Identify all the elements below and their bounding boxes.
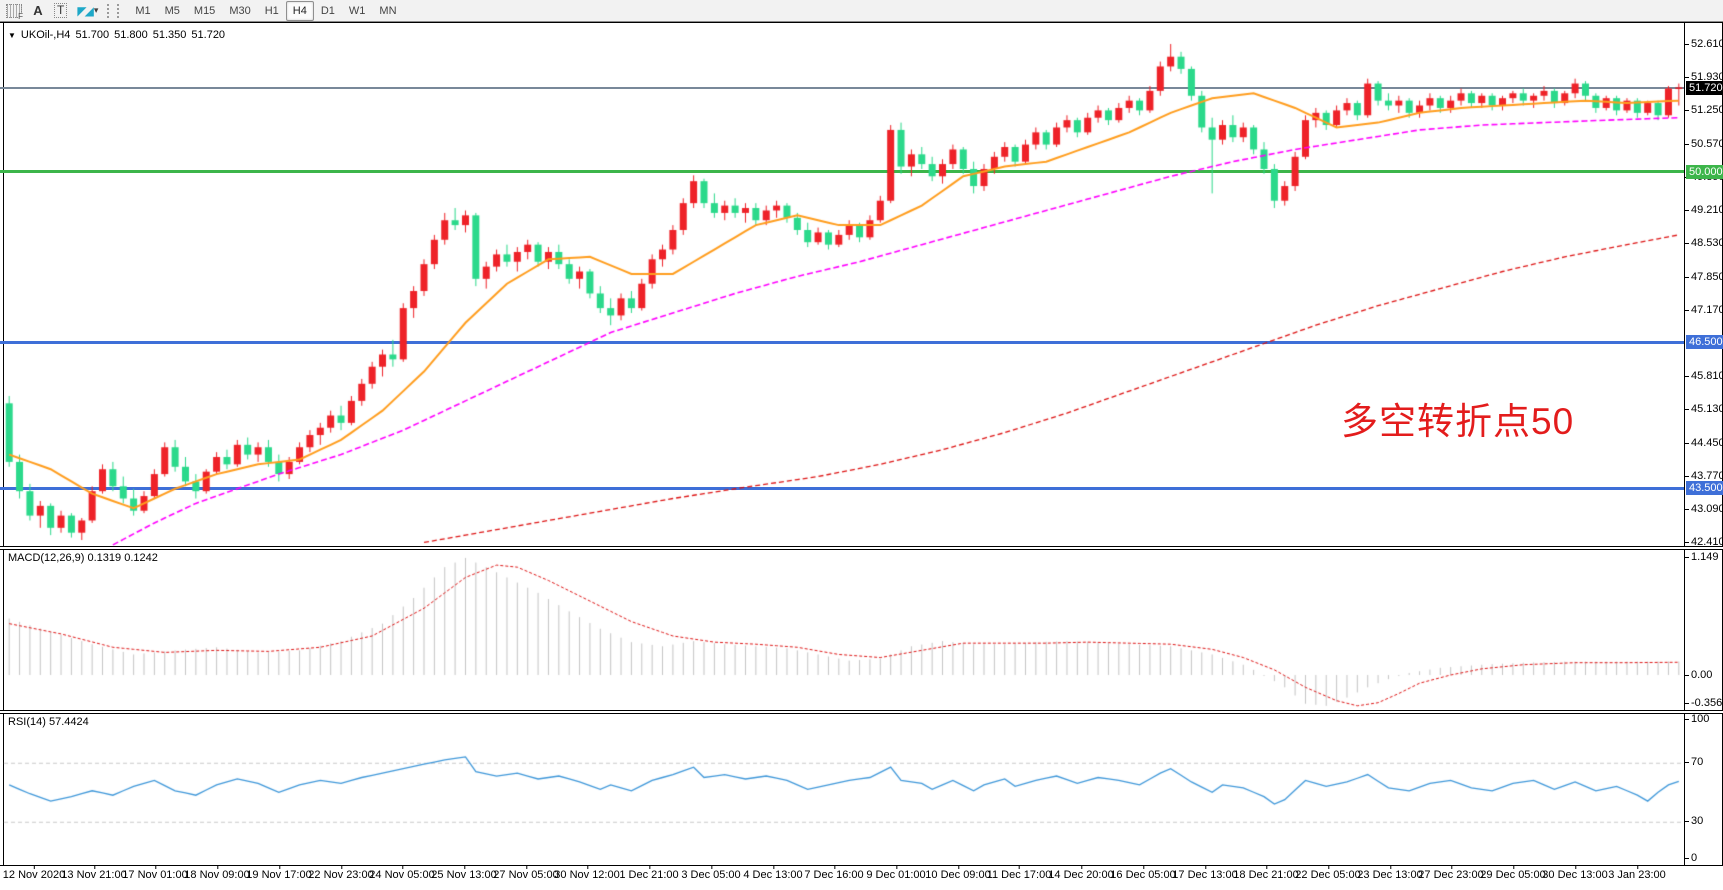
time-tick: 23 Dec 13:00 <box>1357 865 1423 881</box>
time-tick: 7 Dec 16:00 <box>804 865 864 881</box>
time-tick: 16 Dec 05:00 <box>1110 865 1176 881</box>
level-badge-50: 50.000 <box>1686 165 1723 179</box>
symbol-period-label: UKOil-,H4 <box>20 29 71 41</box>
price-tick: 47.170 <box>1685 304 1723 316</box>
time-tick: 12 Nov 2020 <box>2 865 66 881</box>
time-tick: 1 Dec 21:00 <box>619 865 679 881</box>
time-tick: 3 Jan 23:00 <box>1608 865 1666 881</box>
price-tick: 49.210 <box>1685 204 1723 216</box>
time-tick: 11 Dec 17:00 <box>986 865 1052 881</box>
time-tick: 22 Nov 23:00 <box>308 865 374 881</box>
open-value: 51.700 <box>75 29 110 41</box>
time-tick: 17 Nov 01:00 <box>122 865 188 881</box>
time-tick: 19 Nov 17:00 <box>246 865 312 881</box>
low-value: 51.350 <box>152 29 187 41</box>
price-tick: 44.450 <box>1685 437 1723 449</box>
price-tick: 43.090 <box>1685 503 1723 515</box>
current-price-badge: 51.720 <box>1686 81 1723 95</box>
price-tick: 47.850 <box>1685 271 1723 283</box>
time-tick: 27 Nov 05:00 <box>493 865 559 881</box>
price-tick: 42.410 <box>1685 536 1723 548</box>
price-tick: 51.250 <box>1685 104 1723 116</box>
price-tick: 52.610 <box>1685 38 1723 50</box>
macd-signal-value: 0.1242 <box>124 552 158 564</box>
price-tick: 51.930 <box>1685 71 1723 83</box>
time-tick: 18 Nov 09:00 <box>184 865 250 881</box>
time-tick: 30 Dec 13:00 <box>1542 865 1608 881</box>
level-badge-435: 43.500 <box>1686 481 1723 495</box>
time-tick: 29 Dec 05:00 <box>1480 865 1546 881</box>
rsi-axis-tick: 30 <box>1684 815 1704 827</box>
time-tick: 3 Dec 05:00 <box>681 865 741 881</box>
price-tick: 45.130 <box>1685 403 1723 415</box>
rsi-axis-tick: 70 <box>1684 756 1704 768</box>
time-tick: 18 Dec 21:00 <box>1233 865 1299 881</box>
rsi-value: 57.4424 <box>48 716 89 728</box>
macd-label-row: MACD(12,26,9) 0.1319 0.1242 <box>8 552 158 564</box>
macd-axis-tick: 1.149 <box>1685 551 1719 563</box>
time-tick: 10 Dec 09:00 <box>925 865 991 881</box>
price-tick: 48.530 <box>1685 237 1723 249</box>
time-tick: 14 Dec 20:00 <box>1048 865 1114 881</box>
time-tick: 9 Dec 01:00 <box>866 865 926 881</box>
high-value: 51.800 <box>114 29 148 41</box>
time-tick: 13 Nov 21:00 <box>61 865 127 881</box>
macd-main-value: 0.1319 <box>87 552 122 564</box>
chart-ohlc-title: ▼ UKOil-,H4 51.700 51.800 51.350 51.720 <box>8 29 225 41</box>
rsi-axis-tick: 100 <box>1684 713 1710 725</box>
level-badge-465: 46.500 <box>1686 335 1723 349</box>
time-tick: 30 Nov 12:00 <box>554 865 620 881</box>
macd-axis-tick: -0.3563 <box>1684 697 1723 709</box>
rsi-name: RSI(14) <box>8 716 46 728</box>
time-tick: 24 Nov 05:00 <box>369 865 435 881</box>
price-tick: 50.570 <box>1685 138 1723 150</box>
annotation-text[interactable]: 多空转折点50 <box>1341 401 1575 442</box>
time-tick: 17 Dec 13:00 <box>1172 865 1238 881</box>
rsi-axis-tick: 0 <box>1684 852 1698 864</box>
time-tick: 4 Dec 13:00 <box>743 865 803 881</box>
symbol-dropdown-icon[interactable]: ▼ <box>8 30 16 40</box>
close-value: 51.720 <box>191 29 226 41</box>
price-tick: 45.810 <box>1685 370 1723 382</box>
macd-axis-tick: 0.00 <box>1684 669 1713 681</box>
time-tick: 22 Dec 05:00 <box>1295 865 1361 881</box>
rsi-label-row: RSI(14) 57.4424 <box>8 716 89 728</box>
time-tick: 25 Nov 13:00 <box>431 865 497 881</box>
macd-name: MACD(12,26,9) <box>8 552 85 564</box>
time-tick: 27 Dec 23:00 <box>1418 865 1484 881</box>
price-tick: 43.770 <box>1685 470 1723 482</box>
